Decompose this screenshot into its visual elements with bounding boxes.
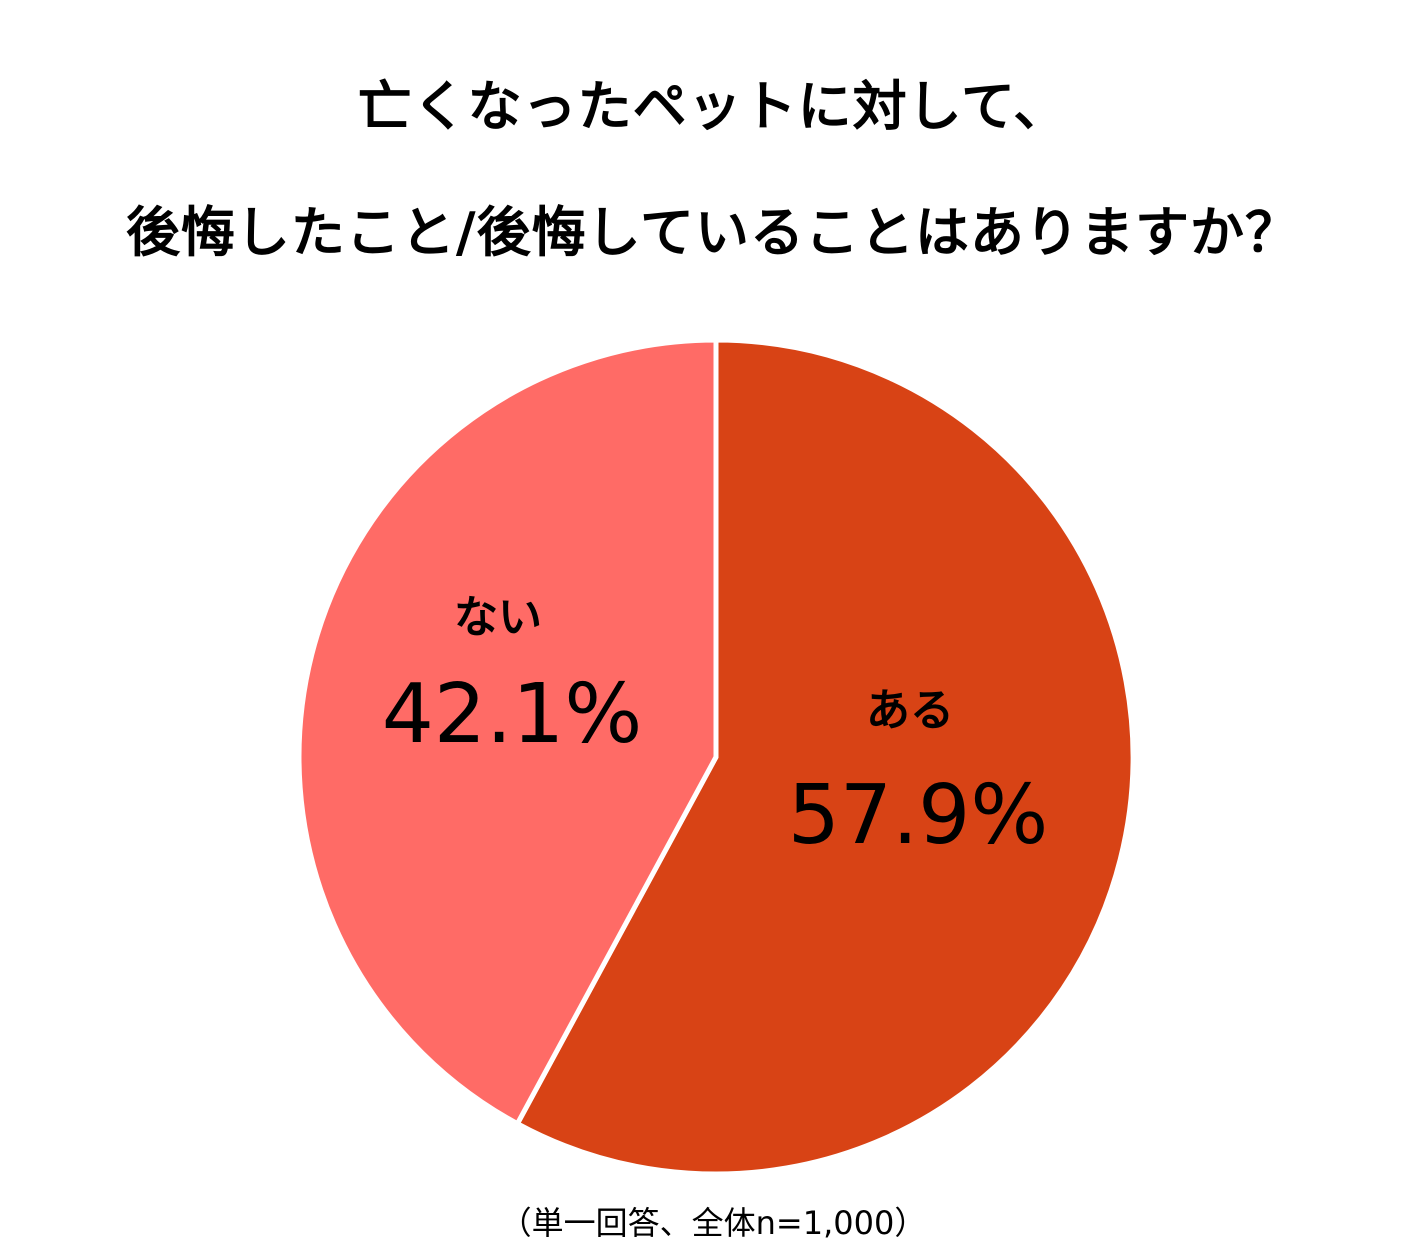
- slice-label-0: ある: [866, 685, 954, 736]
- pie-slice-0: [514, 337, 1136, 1177]
- slice-value-label-1: 42.1%: [382, 667, 643, 762]
- pie-slice-1: [296, 337, 719, 1128]
- slice-value-label-0: 57.9%: [788, 768, 1049, 863]
- slice-label-1: ない: [454, 592, 542, 643]
- chart-title-line-2: 後悔したこと/後悔していることはありますか？: [125, 201, 1301, 264]
- sample-note: （単一回答、全体n=1,000）: [499, 1204, 927, 1242]
- chart-title-line-1: 亡くなったペットに対して、: [357, 75, 1069, 138]
